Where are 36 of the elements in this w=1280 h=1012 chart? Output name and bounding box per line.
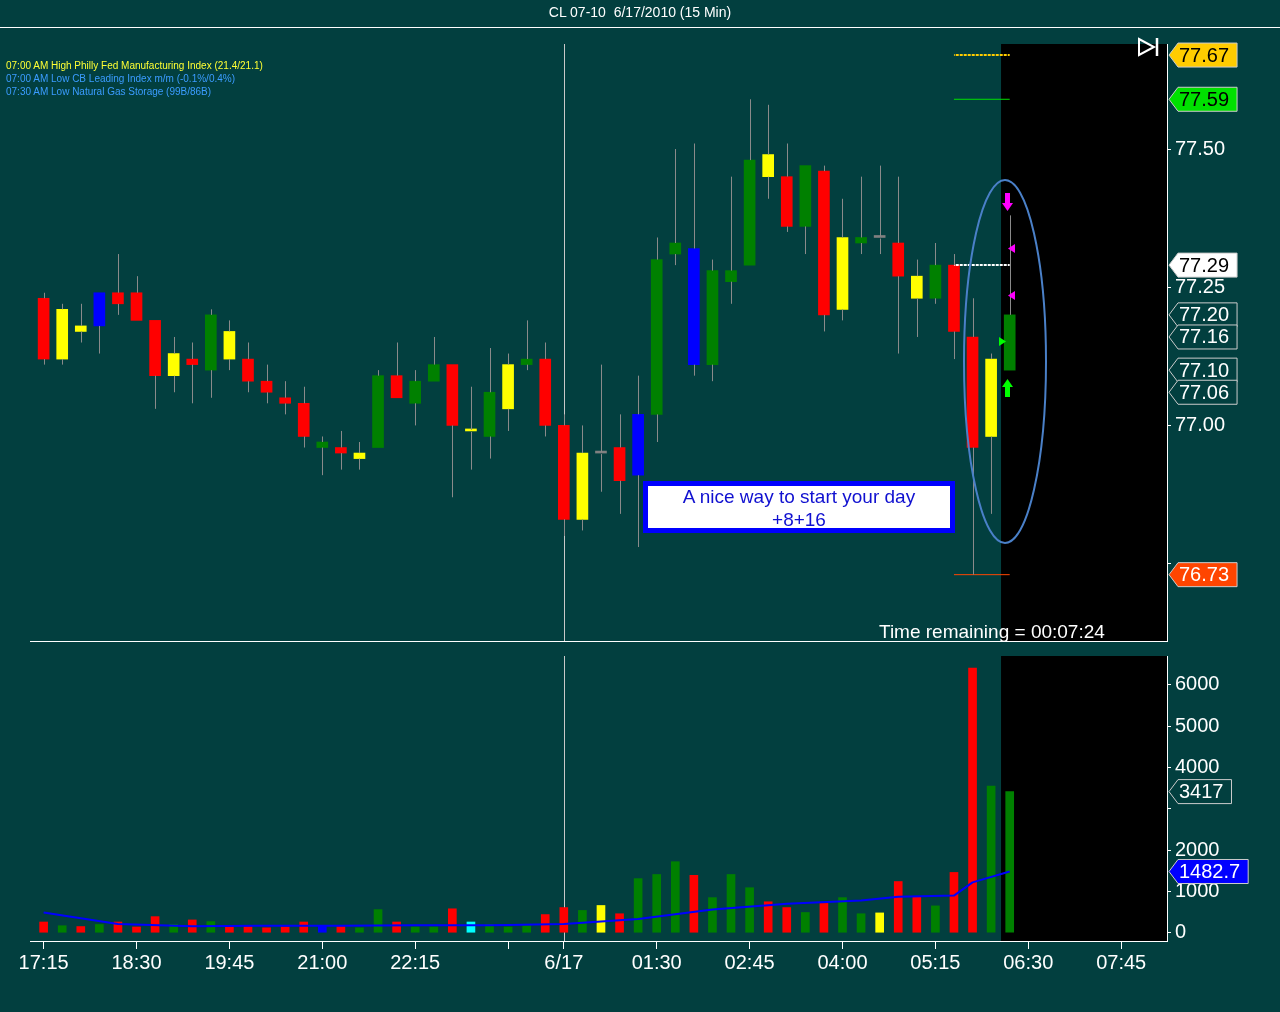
annotation: 07:00 AM High Philly Fed Manufacturing Index (21.4/21.1) (6, 60, 263, 71)
x-tick-label: 01:30 (631, 950, 682, 973)
text: 1482.7 (1179, 860, 1241, 883)
text: 77.59 (1179, 87, 1230, 110)
y-tick-label: 77.00 (1175, 412, 1226, 435)
text: 77.20 (1179, 303, 1230, 326)
y-tick-label: 4000 (1175, 755, 1220, 778)
text: 77.29 (1179, 253, 1230, 276)
text: 3417 (1179, 780, 1224, 803)
text: 77.67 (1179, 43, 1230, 66)
annotation: 07:30 AM Low Natural Gas Storage (99B/86B) (6, 86, 212, 97)
x-tick-label: 21:00 (297, 950, 348, 973)
x-tick-label: 04:00 (817, 950, 868, 973)
annotation: Time remaining = 00:07:24 (879, 621, 1105, 643)
x-tick-label: 18:30 (111, 950, 162, 973)
y-tick-label: 77.25 (1175, 274, 1226, 297)
x-tick-label: 19:45 (204, 950, 255, 973)
y-tick-label: 2000 (1175, 837, 1220, 860)
x-tick-label: 02:45 (724, 950, 775, 973)
annotation: A nice way to start your day +8+16 (681, 486, 917, 532)
x-tick-label: 05:15 (910, 950, 961, 973)
text: 77.10 (1179, 358, 1230, 381)
y-tick-label: 77.50 (1175, 136, 1226, 159)
text: 76.73 (1179, 563, 1230, 586)
x-tick-label: 22:15 (390, 950, 441, 973)
annotation: 07:00 AM Low CB Leading Index m/m (-0.1%/0.4%) (6, 73, 236, 84)
x-tick-label: 07:45 (1096, 950, 1147, 973)
x-tick-label: 06:30 (1003, 950, 1054, 973)
y-tick-label: 5000 (1175, 713, 1220, 736)
text: 77.06 (1179, 380, 1230, 403)
text: 77.16 (1179, 325, 1230, 348)
y-tick-label: 6000 (1175, 672, 1220, 695)
x-tick-label: 17:15 (18, 950, 69, 973)
y-tick-label: 0 (1175, 920, 1187, 943)
x-tick-label: 6/17 (544, 950, 584, 973)
chart-title: CL 07-10 6/17/2010 (15 Min) (547, 4, 733, 20)
